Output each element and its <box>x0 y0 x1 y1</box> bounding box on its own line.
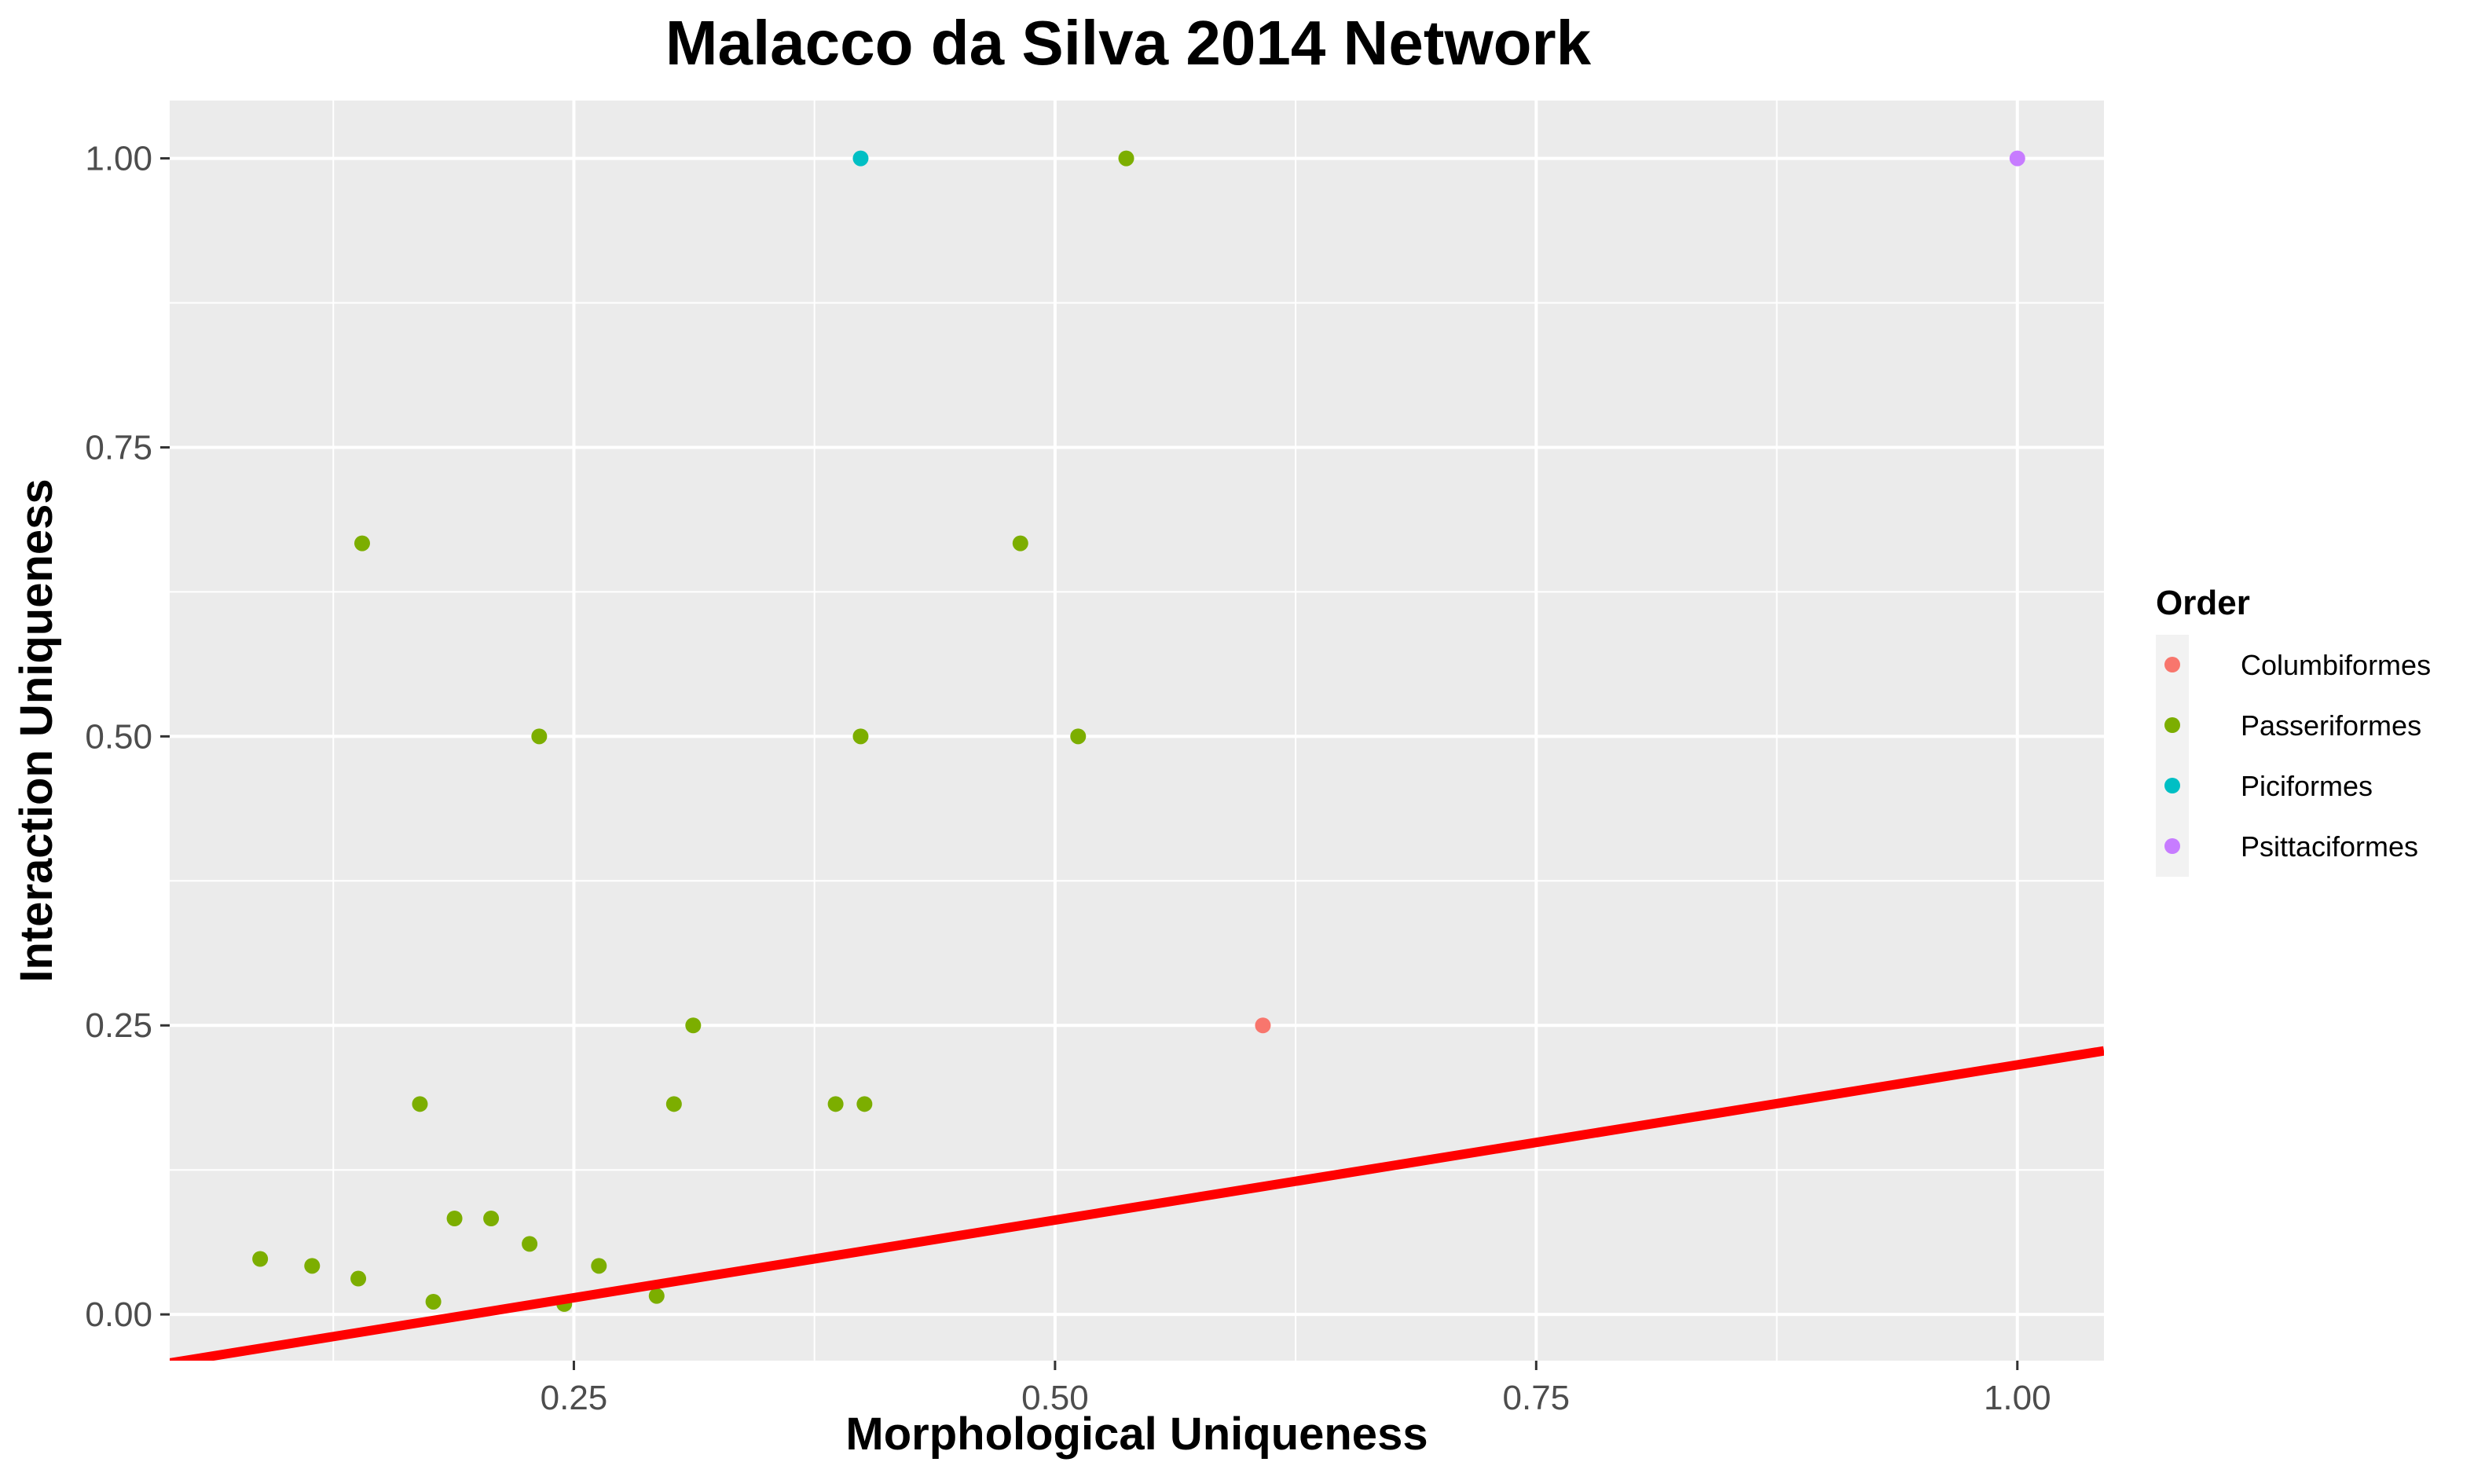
x-axis-ticks: 0.25 0.50 0.75 1.00 <box>541 1361 2051 1417</box>
y-axis-title: Interaction Uniqueness <box>11 478 62 982</box>
point-passeriformes <box>522 1236 538 1252</box>
y-tick-label: 0.75 <box>85 428 152 467</box>
point-passeriformes <box>425 1293 442 1310</box>
y-axis-ticks: 0.00 0.25 0.50 0.75 1.00 <box>85 140 170 1334</box>
data-points <box>170 150 2104 1361</box>
point-piciformes <box>852 150 869 167</box>
point-passeriformes <box>856 1096 873 1112</box>
legend-key-psittaciformes <box>2164 838 2180 854</box>
point-passeriformes <box>852 728 869 745</box>
plot-panel <box>170 101 2104 1361</box>
point-passeriformes <box>591 1258 607 1274</box>
legend-title: Order <box>2156 584 2250 622</box>
legend-label-psittaciformes: Psittaciformes <box>2241 830 2418 863</box>
x-axis-title: Morphological Uniqueness <box>845 1409 1428 1460</box>
x-tick-label: 0.75 <box>1503 1379 1571 1417</box>
major-gridlines <box>170 101 2104 1361</box>
point-passeriformes <box>304 1258 321 1274</box>
point-passeriformes <box>685 1017 702 1034</box>
point-columbiformes <box>1255 1017 1271 1034</box>
point-psittaciformes <box>2009 150 2025 167</box>
legend-label-passeriformes: Passeriformes <box>2241 709 2421 742</box>
y-tick-label: 0.25 <box>85 1006 152 1045</box>
point-passeriformes <box>1118 150 1134 167</box>
chart-title: Malacco da Silva 2014 Network <box>665 8 1592 78</box>
point-passeriformes <box>1070 728 1087 745</box>
legend-key-piciformes <box>2164 778 2180 793</box>
legend-key-passeriformes <box>2164 717 2180 733</box>
legend-label-piciformes: Piciformes <box>2241 770 2373 802</box>
legend-label-columbiformes: Columbiformes <box>2241 649 2431 681</box>
legend-key-columbiformes <box>2164 657 2180 672</box>
point-passeriformes <box>350 1270 367 1287</box>
x-tick-label: 1.00 <box>1984 1379 2051 1417</box>
point-passeriformes <box>483 1210 500 1226</box>
y-tick-label: 0.50 <box>85 717 152 756</box>
legend-entries: Columbiformes Passeriformes Piciformes Psit… <box>2156 635 2431 877</box>
point-passeriformes <box>1012 535 1028 551</box>
point-passeriformes <box>446 1210 463 1226</box>
legend: Order Columbiformes Passeriformes Piciform… <box>2156 584 2431 877</box>
point-passeriformes <box>827 1096 844 1112</box>
minor-gridlines <box>170 101 2104 1361</box>
point-passeriformes <box>665 1096 682 1112</box>
reference-line <box>170 1046 2104 1361</box>
point-passeriformes <box>354 535 370 551</box>
x-tick-label: 0.50 <box>1021 1379 1089 1417</box>
y-tick-label: 0.00 <box>85 1295 152 1334</box>
point-passeriformes <box>252 1251 269 1267</box>
x-tick-label: 0.25 <box>541 1379 608 1417</box>
point-passeriformes <box>531 728 548 745</box>
point-passeriformes <box>412 1096 428 1112</box>
y-tick-label: 1.00 <box>85 140 152 178</box>
point-passeriformes <box>648 1288 665 1304</box>
